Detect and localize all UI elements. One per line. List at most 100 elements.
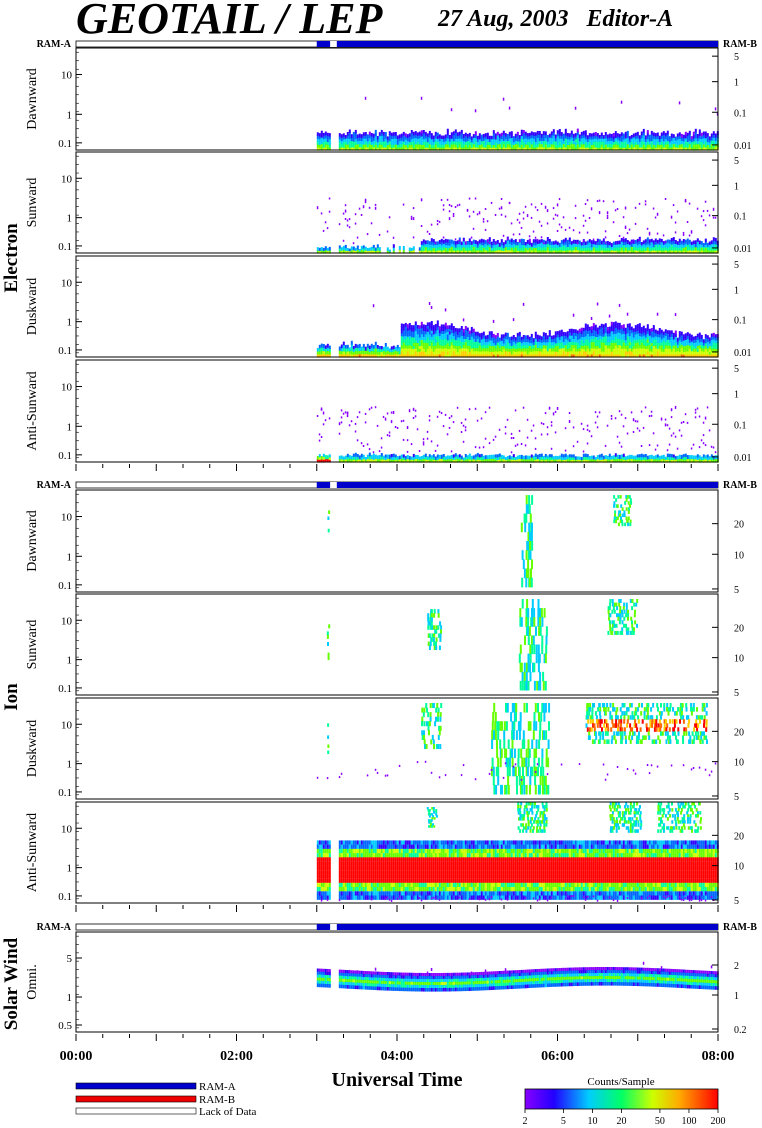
- spectrogram-cell: [356, 245, 359, 250]
- spectrogram-cell: [444, 344, 447, 349]
- spectrogram-cell: [534, 341, 537, 345]
- spectrogram-cell: [654, 216, 657, 219]
- spectrogram-cell: [608, 140, 611, 144]
- spectrogram-cell: [560, 354, 563, 358]
- spectrogram-cell: [594, 348, 597, 352]
- spectrogram-cell: [430, 324, 433, 328]
- spectrogram-cell: [620, 458, 623, 463]
- spectrogram-cell: [452, 459, 455, 463]
- spectrogram-cell: [358, 249, 361, 252]
- spectrogram-cell: [618, 620, 621, 625]
- spectrogram-cell: [426, 230, 429, 233]
- spectrogram-cell: [420, 241, 423, 245]
- spectrogram-cell: [450, 335, 453, 340]
- spectrogram-cell: [348, 458, 351, 463]
- spectrogram-cell: [640, 453, 643, 458]
- spectrogram-cell: [630, 135, 633, 139]
- spectrogram-cell: [326, 455, 329, 460]
- spectrogram-cell: [542, 335, 545, 340]
- spectrogram-cell: [592, 344, 595, 349]
- spectrogram-cell: [625, 507, 628, 511]
- spectrogram-cell: [596, 455, 599, 460]
- spectrogram-cell: [506, 237, 509, 240]
- spectrogram-cell: [612, 144, 615, 148]
- spectrogram-cell: [706, 457, 709, 461]
- spectrogram-cell: [474, 456, 477, 461]
- spectrogram-cell: [534, 132, 537, 136]
- spectrogram-cell: [498, 350, 501, 355]
- spectrogram-cell: [470, 236, 473, 239]
- spectrogram-cell: [590, 458, 593, 463]
- spectrogram-cell: [474, 246, 477, 251]
- spectrogram-cell: [616, 353, 619, 358]
- spectrogram-cell: [686, 458, 689, 463]
- spectrogram-cell: [412, 137, 415, 142]
- spectrogram-cell: [439, 712, 442, 718]
- spectrogram-cell: [388, 146, 391, 151]
- spectrogram-cell: [328, 624, 331, 629]
- spectrogram-cell: [342, 350, 345, 355]
- spectrogram-cell: [712, 338, 715, 343]
- spectrogram-cell: [536, 341, 539, 345]
- spectrogram-cell: [616, 341, 619, 346]
- spectrogram-cell: [436, 138, 439, 142]
- spectrogram-cell: [488, 351, 491, 355]
- spectrogram-cell: [614, 348, 617, 352]
- spectrogram-cell: [568, 237, 571, 242]
- spectrogram-cell: [700, 138, 703, 142]
- spectrogram-cell: [486, 350, 489, 355]
- spectrogram-cell: [456, 331, 459, 335]
- right-tick-label: 0.1: [734, 420, 747, 431]
- spectrogram-cell: [568, 344, 571, 349]
- spectrogram-cell: [546, 338, 549, 343]
- spectrogram-cell: [612, 221, 615, 224]
- spectrogram-cell: [644, 247, 647, 251]
- spectrogram-cell: [516, 137, 519, 142]
- spectrogram-cell: [382, 144, 385, 148]
- spectrogram-cell: [538, 134, 541, 138]
- spectrogram-cell: [624, 131, 627, 136]
- spectrogram-cell: [514, 342, 517, 347]
- spectrogram-cell: [460, 353, 463, 358]
- spectrogram-cell: [530, 354, 533, 358]
- spectrogram-cell: [672, 332, 675, 337]
- spectrogram-cell: [608, 616, 611, 621]
- spectrogram-cell: [344, 144, 347, 148]
- spectrogram-cell: [526, 418, 529, 421]
- spectrogram-cell: [426, 136, 429, 140]
- spectrogram-cell: [468, 453, 471, 457]
- spectrogram-cell: [350, 347, 353, 352]
- spectrogram-cell: [612, 250, 615, 254]
- spectrogram-cell: [594, 459, 597, 463]
- spectrogram-cell: [472, 341, 475, 346]
- spectrogram-cell: [482, 239, 485, 243]
- spectrogram-cell: [668, 147, 671, 151]
- spectrogram-cell: [458, 239, 461, 242]
- spectrogram-cell: [704, 455, 707, 460]
- spectrogram-cell: [560, 246, 563, 251]
- spectrogram-cell: [554, 246, 557, 251]
- spectrogram-cell: [704, 334, 707, 338]
- spectrogram-cell: [442, 204, 445, 207]
- spectrogram-cell: [638, 323, 641, 327]
- spectrogram-cell: [628, 495, 631, 499]
- spectrogram-cell: [558, 345, 561, 349]
- spectrogram-cell: [438, 347, 441, 352]
- spectrogram-cell: [572, 459, 575, 463]
- spectrogram-cell: [348, 353, 351, 358]
- spectrogram-cell: [532, 247, 535, 251]
- spectrogram-cell: [392, 141, 395, 145]
- spectrogram-cell: [510, 131, 513, 135]
- spectrogram-cell: [558, 339, 561, 343]
- spectrogram-cell: [418, 450, 421, 452]
- spectrogram-cell: [666, 453, 669, 458]
- spectrogram-cell: [618, 240, 621, 245]
- spectrogram-cell: [529, 550, 532, 560]
- spectrogram-cell: [680, 143, 683, 148]
- spectrogram-cell: [374, 454, 377, 459]
- spectrogram-cell: [490, 241, 493, 246]
- spectrogram-cell: [452, 344, 455, 349]
- spectrogram-cell: [460, 244, 463, 248]
- spectrogram-cell: [400, 344, 403, 349]
- spectrogram-cell: [568, 141, 571, 146]
